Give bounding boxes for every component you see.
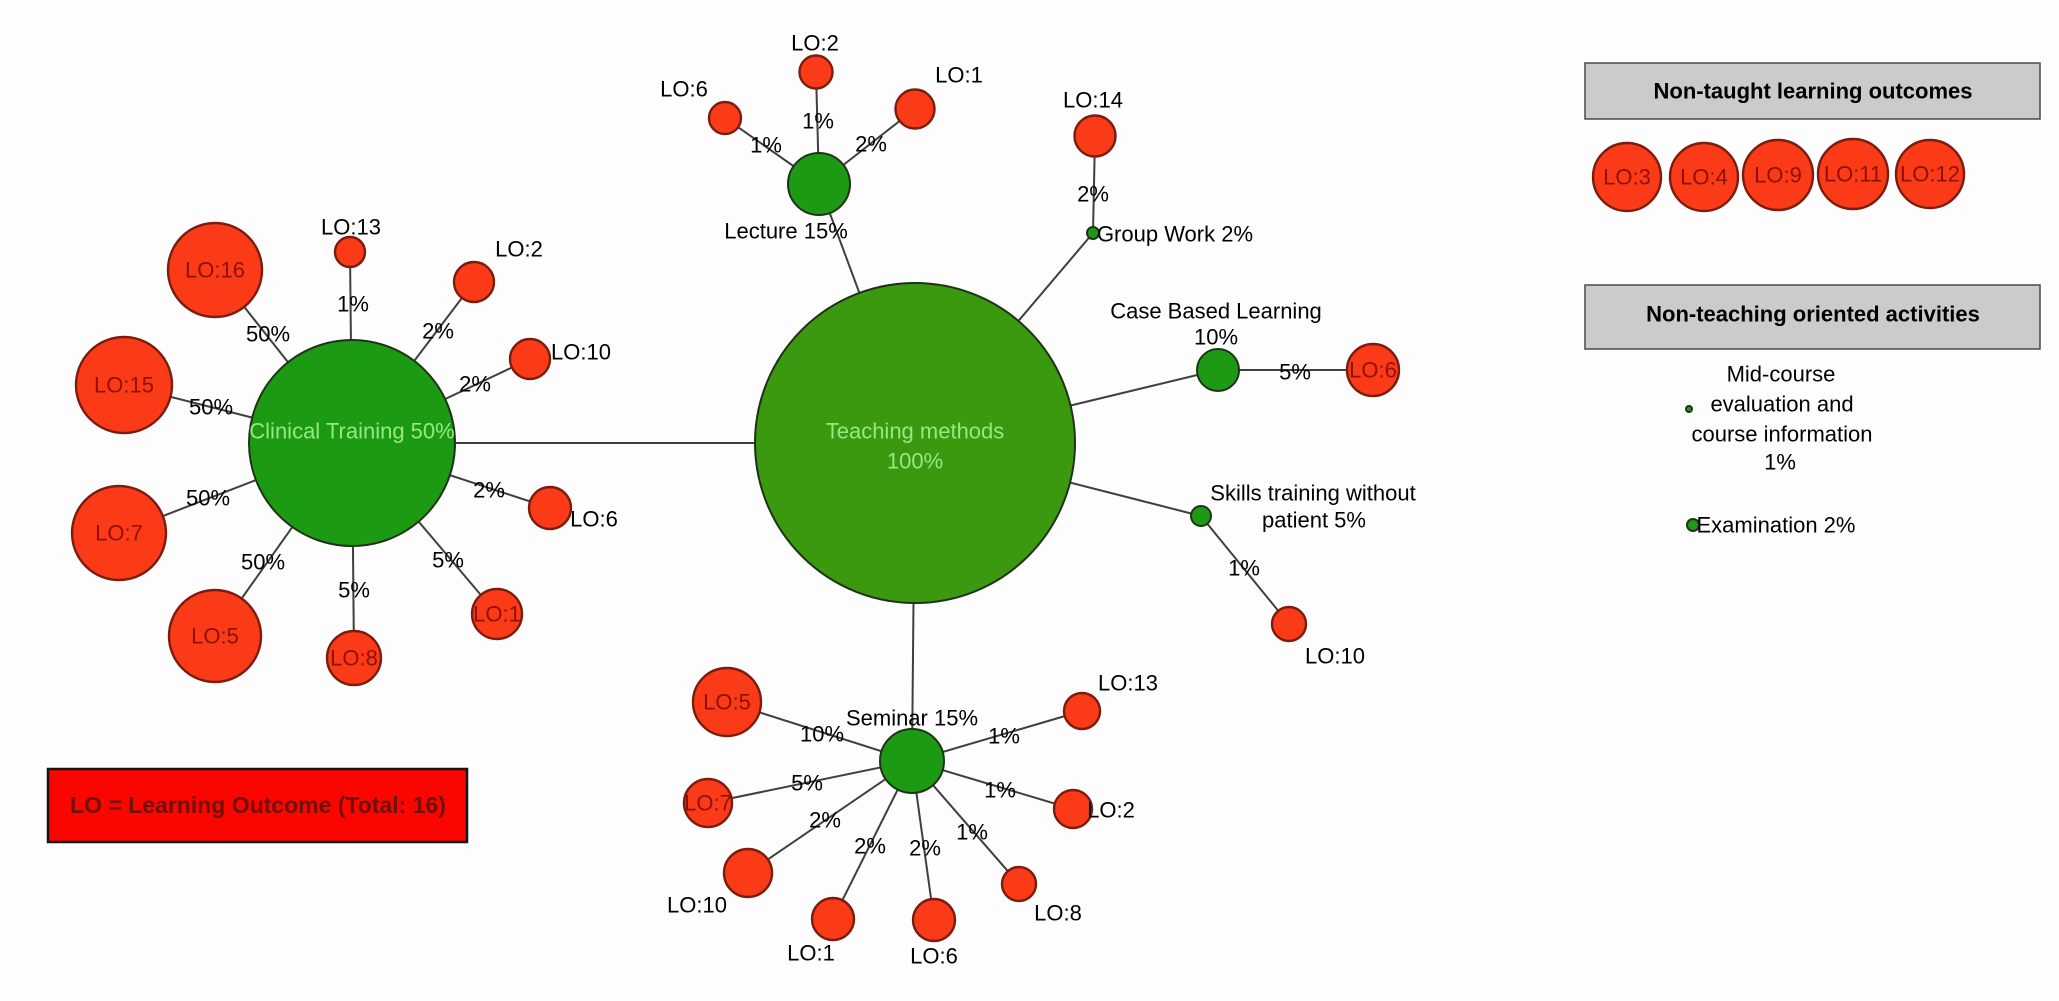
svg-text:10%: 10%: [1194, 325, 1238, 350]
svg-text:1%: 1%: [337, 292, 369, 317]
svg-text:LO:10: LO:10: [551, 340, 611, 365]
svg-text:Case Based Learning: Case Based Learning: [1110, 299, 1322, 324]
svg-text:100%: 100%: [887, 449, 943, 474]
svg-text:1%: 1%: [984, 778, 1016, 803]
svg-text:LO:3: LO:3: [1603, 165, 1651, 190]
svg-text:LO:7: LO:7: [95, 521, 143, 546]
svg-text:Skills training without: Skills training without: [1210, 481, 1415, 506]
svg-text:Non-taught learning outcomes: Non-taught learning outcomes: [1654, 79, 1973, 104]
svg-text:LO:2: LO:2: [1087, 798, 1135, 823]
svg-text:2%: 2%: [809, 808, 841, 833]
svg-text:LO:15: LO:15: [94, 373, 154, 398]
svg-text:50%: 50%: [186, 486, 230, 511]
svg-text:LO:12: LO:12: [1900, 162, 1960, 187]
svg-text:LO:6: LO:6: [910, 944, 958, 969]
svg-text:5%: 5%: [432, 548, 464, 573]
svg-text:LO:1: LO:1: [935, 63, 983, 88]
svg-text:evaluation and: evaluation and: [1710, 392, 1853, 417]
svg-text:Teaching methods: Teaching methods: [826, 419, 1005, 444]
svg-text:Non-teaching oriented activiti: Non-teaching oriented activities: [1646, 302, 1980, 327]
svg-text:2%: 2%: [473, 478, 505, 503]
svg-text:LO:8: LO:8: [330, 646, 378, 671]
svg-text:LO:8: LO:8: [1034, 901, 1082, 926]
svg-text:2%: 2%: [422, 319, 454, 344]
svg-text:LO:14: LO:14: [1063, 88, 1123, 113]
svg-text:LO:6: LO:6: [660, 77, 708, 102]
svg-text:2%: 2%: [855, 132, 887, 157]
svg-text:1%: 1%: [1764, 450, 1796, 475]
svg-text:1%: 1%: [956, 820, 988, 845]
svg-text:LO:9: LO:9: [1754, 163, 1802, 188]
svg-text:5%: 5%: [791, 771, 823, 796]
svg-text:Examination 2%: Examination 2%: [1697, 513, 1856, 538]
svg-text:2%: 2%: [909, 836, 941, 861]
svg-text:LO:7: LO:7: [684, 791, 732, 816]
svg-text:LO:1: LO:1: [473, 602, 521, 627]
svg-text:LO:1: LO:1: [787, 941, 835, 966]
svg-text:LO:13: LO:13: [1098, 671, 1158, 696]
svg-text:1%: 1%: [750, 133, 782, 158]
svg-text:2%: 2%: [854, 834, 886, 859]
svg-text:2%: 2%: [1077, 182, 1109, 207]
svg-text:LO = Learning Outcome (Total:: LO = Learning Outcome (Total: 16): [70, 792, 446, 818]
svg-text:5%: 5%: [338, 578, 370, 603]
svg-text:1%: 1%: [1228, 556, 1260, 581]
svg-text:patient 5%: patient 5%: [1262, 508, 1366, 533]
svg-text:50%: 50%: [246, 322, 290, 347]
svg-text:Group Work 2%: Group Work 2%: [1097, 222, 1253, 247]
svg-text:Seminar 15%: Seminar 15%: [846, 706, 978, 731]
svg-text:Lecture 15%: Lecture 15%: [724, 219, 848, 244]
svg-text:LO:2: LO:2: [791, 31, 839, 56]
svg-text:LO:13: LO:13: [321, 215, 381, 240]
svg-text:1%: 1%: [802, 109, 834, 134]
svg-text:2%: 2%: [459, 372, 491, 397]
svg-text:LO:10: LO:10: [667, 893, 727, 918]
svg-text:LO:6: LO:6: [1349, 358, 1397, 383]
svg-text:LO:16: LO:16: [185, 258, 245, 283]
svg-text:50%: 50%: [241, 550, 285, 575]
svg-text:Mid-course: Mid-course: [1727, 362, 1836, 387]
svg-text:1%: 1%: [988, 724, 1020, 749]
svg-text:LO:2: LO:2: [495, 237, 543, 262]
svg-text:50%: 50%: [189, 395, 233, 420]
svg-text:LO:10: LO:10: [1305, 644, 1365, 669]
svg-text:Clinical Training 50%: Clinical Training 50%: [249, 419, 454, 444]
svg-text:5%: 5%: [1279, 360, 1311, 385]
svg-text:LO:4: LO:4: [1680, 165, 1728, 190]
svg-text:LO:6: LO:6: [570, 507, 618, 532]
svg-text:LO:11: LO:11: [1824, 162, 1882, 187]
svg-text:LO:5: LO:5: [191, 624, 239, 649]
svg-text:course information: course information: [1692, 422, 1873, 447]
svg-text:LO:5: LO:5: [703, 690, 751, 715]
svg-text:10%: 10%: [800, 722, 844, 747]
